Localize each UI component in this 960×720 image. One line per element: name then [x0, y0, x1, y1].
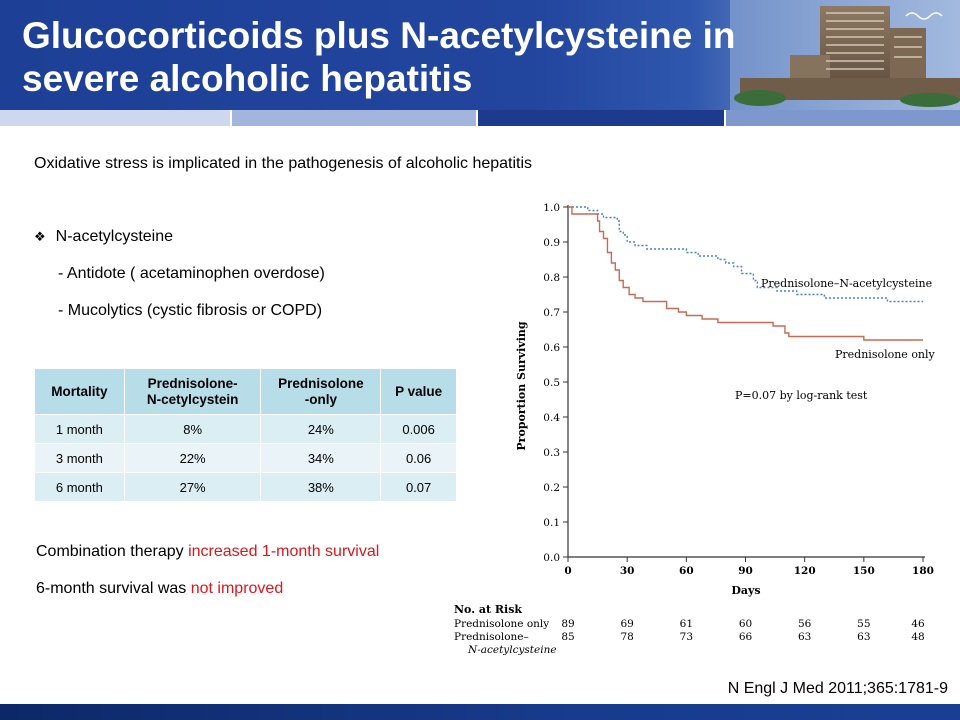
at-risk-value: 55: [857, 618, 870, 630]
p-value-annotation: P=0.07 by log-rank test: [735, 389, 868, 402]
decorative-stripe: [478, 110, 724, 126]
x-tick-label: 180: [912, 565, 934, 577]
intro-text: Oxidative stress is implicated in the pa…: [34, 155, 533, 172]
y-tick-label: 0.6: [543, 342, 560, 354]
at-risk-table: No. at Risk Prednisolone only Prednisolo…: [454, 603, 925, 656]
hospital-building-image: [730, 0, 960, 110]
header-banner: Glucocorticoids plus N-acetylcysteine in…: [0, 0, 960, 110]
series-line-combination: [568, 206, 923, 303]
at-risk-row-2-label-cont: N-acetylcysteine: [467, 644, 557, 656]
x-axis-label: Days: [731, 584, 760, 597]
at-risk-value: 63: [798, 631, 811, 643]
at-risk-value: 48: [911, 631, 924, 643]
table-cell: 3 month: [34, 443, 125, 473]
column-header-prednisolone-only: Prednisolone -only: [260, 368, 382, 415]
y-tick-label: 1.0: [543, 202, 560, 214]
x-tick-label: 60: [679, 565, 694, 577]
slide-title: Glucocorticoids plus N-acetylcysteine in…: [22, 14, 842, 100]
at-risk-value: 46: [911, 618, 925, 630]
at-risk-row-2-label: Prednisolone–: [454, 631, 529, 643]
table-cell: 0.06: [380, 443, 457, 473]
conclusion-highlight: not improved: [190, 580, 284, 597]
decorative-stripe: [726, 110, 960, 126]
y-tick-label: 0.3: [543, 447, 560, 459]
header-line: N-cetylcystein: [146, 391, 239, 407]
table-row: 3 month 22% 34% 0.06: [34, 443, 457, 473]
at-risk-value: 73: [680, 631, 693, 643]
at-risk-value: 89: [561, 618, 574, 630]
column-header-p-value: P value: [380, 368, 457, 415]
title-line-1: Glucocorticoids plus N-acetylcysteine in: [22, 15, 736, 56]
column-header-combination: Prednisolone- N-cetylcystein: [123, 368, 262, 415]
y-tick-label: 0.7: [543, 307, 560, 319]
table-row: 1 month 8% 24% 0.006: [34, 414, 457, 444]
y-tick-label: 0.0: [543, 552, 560, 564]
survival-chart: 0.0 0.1 0.2 0.3 0.4 0.5 0.6 0.7 0.8 0.9 1.0 0 30 60 9…: [454, 202, 936, 656]
y-tick-label: 0.9: [543, 237, 560, 249]
series-line-prednisolone-only: [568, 206, 923, 341]
x-axis: 0 30 60 90 120 150 180: [564, 556, 934, 577]
conclusion-line-2: 6-month survival was not improved: [36, 580, 283, 598]
y-axis-label: Proportion Surviving: [515, 321, 528, 451]
title-line-2: severe alcoholic hepatitis: [22, 58, 473, 99]
conclusion-highlight: increased 1-month survival: [188, 543, 380, 560]
column-header-mortality: Mortality: [34, 368, 125, 415]
at-risk-title: No. at Risk: [454, 603, 522, 616]
conclusion-text: Combination therapy: [36, 543, 189, 560]
table-header-row: Mortality Prednisolone- N-cetylcystein P…: [34, 368, 457, 415]
bullet-sub-1: - Antidote ( acetaminophen overdose): [58, 265, 325, 282]
table-row: 6 month 27% 38% 0.07: [34, 472, 457, 502]
conclusion-text: 6-month survival was: [36, 580, 191, 597]
series-label-combination: Prednisolone–N-acetylcysteine: [761, 277, 932, 290]
mortality-table: Mortality Prednisolone- N-cetylcystein P…: [34, 368, 457, 502]
at-risk-value: 85: [561, 631, 574, 643]
decorative-stripe: [0, 110, 230, 126]
series-lines: [568, 206, 923, 341]
bullet-sub-2: - Mucolytics (cystic fibrosis or COPD): [58, 302, 323, 319]
y-tick-label: 0.2: [543, 482, 560, 494]
at-risk-value: 78: [620, 631, 633, 643]
table-cell: 24%: [260, 414, 382, 444]
header-line: Prednisolone-: [147, 375, 238, 391]
table-cell: 27%: [123, 472, 262, 502]
table-cell: 34%: [260, 443, 382, 473]
x-tick-label: 120: [794, 565, 816, 577]
at-risk-value: 66: [739, 631, 753, 643]
y-tick-label: 0.8: [543, 272, 560, 284]
at-risk-value: 63: [857, 631, 870, 643]
header-line: Prednisolone: [278, 375, 364, 391]
at-risk-row-1-label: Prednisolone only: [454, 618, 549, 630]
at-risk-value: 69: [620, 618, 633, 630]
x-tick-label: 90: [738, 565, 753, 577]
table-cell: 1 month: [34, 414, 125, 444]
bullet-main: ❖ N-acetylcysteine: [34, 228, 173, 246]
at-risk-value: 61: [680, 618, 693, 630]
at-risk-value: 60: [739, 618, 752, 630]
y-tick-label: 0.4: [543, 412, 560, 424]
table-cell: 0.07: [380, 472, 457, 502]
table-cell: 38%: [260, 472, 382, 502]
diamond-bullet-icon: ❖: [34, 229, 46, 244]
citation: N Engl J Med 2011;365:1781-9: [727, 680, 948, 697]
conclusion-line-1: Combination therapy increased 1-month su…: [36, 543, 379, 561]
x-tick-label: 30: [620, 565, 635, 577]
footer-bar: [0, 704, 960, 720]
at-risk-value: 56: [798, 618, 812, 630]
bullet-main-label: N-acetylcysteine: [55, 228, 174, 245]
x-tick-label: 150: [853, 565, 875, 577]
y-tick-label: 0.5: [543, 377, 560, 389]
table-cell: 0.006: [380, 414, 457, 444]
table-cell: 6 month: [34, 472, 125, 502]
series-label-prednisolone: Prednisolone only: [835, 348, 936, 361]
header-line: -only: [304, 391, 337, 407]
table-cell: 8%: [123, 414, 262, 444]
x-tick-label: 0: [564, 565, 571, 577]
y-tick-label: 0.1: [543, 517, 560, 529]
decorative-stripe: [232, 110, 476, 126]
table-cell: 22%: [123, 443, 262, 473]
y-axis: 0.0 0.1 0.2 0.3 0.4 0.5 0.6 0.7 0.8 0.9 1.0: [543, 202, 569, 564]
